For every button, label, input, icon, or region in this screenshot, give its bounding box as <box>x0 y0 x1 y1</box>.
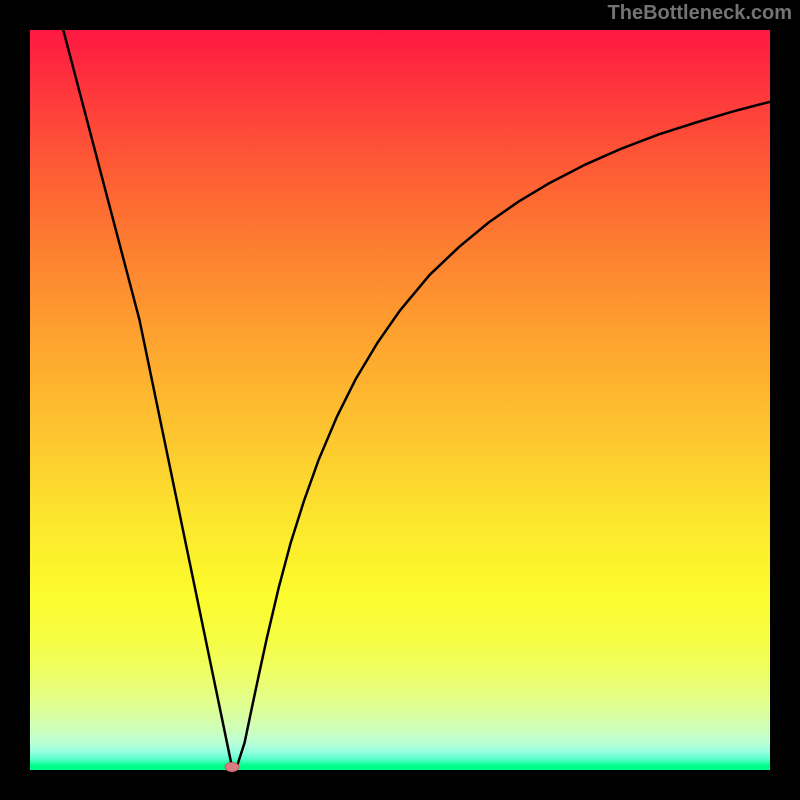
minimum-marker <box>225 762 240 772</box>
chart-curve <box>30 30 770 770</box>
watermark-text: TheBottleneck.com <box>608 2 792 25</box>
chart-area <box>30 30 770 770</box>
